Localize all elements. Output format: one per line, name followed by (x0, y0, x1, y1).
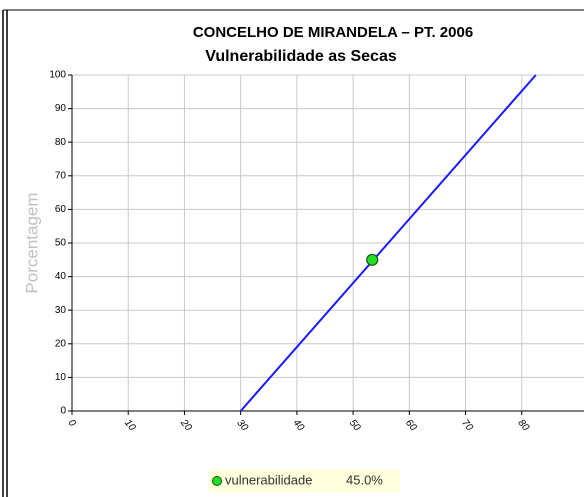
x-tick-label: 10 (122, 418, 138, 434)
x-tick-label: 60 (403, 418, 419, 434)
legend-value: 45.0% (346, 472, 383, 487)
y-tick-label: 30 (55, 305, 67, 316)
y-tick-label: 0 (60, 406, 66, 417)
y-tick-label: 90 (55, 103, 67, 114)
chart-subtitle: Vulnerabilidade as Secas (205, 48, 397, 65)
x-tick-label: 0 (66, 418, 78, 430)
y-tick-label: 10 (55, 372, 67, 383)
x-tick-label: 30 (234, 418, 250, 434)
x-tick-label: 50 (347, 418, 363, 434)
x-tick-label: 20 (177, 417, 194, 434)
chart-title: CONCELHO DE MIRANDELA – PT. 2006 (193, 24, 473, 41)
y-tick-label: 50 (55, 238, 67, 249)
data-point (366, 253, 379, 266)
legend (209, 469, 400, 492)
data-line (239, 74, 537, 412)
y-tick-label: 100 (49, 70, 66, 81)
y-tick-label: 80 (55, 137, 67, 148)
x-tick-label: 40 (291, 418, 307, 434)
x-tick-label: 70 (459, 418, 475, 434)
y-tick-label: 40 (55, 271, 67, 282)
x-tick-label: 80 (515, 418, 531, 434)
legend-label: vulnerabilidade (225, 472, 312, 487)
y-tick-label: 70 (55, 170, 67, 181)
y-tick-label: 60 (55, 204, 67, 215)
y-tick-label: 20 (55, 338, 67, 349)
legend-marker (212, 476, 222, 486)
y-axis-label: Porcentagem (22, 192, 41, 293)
